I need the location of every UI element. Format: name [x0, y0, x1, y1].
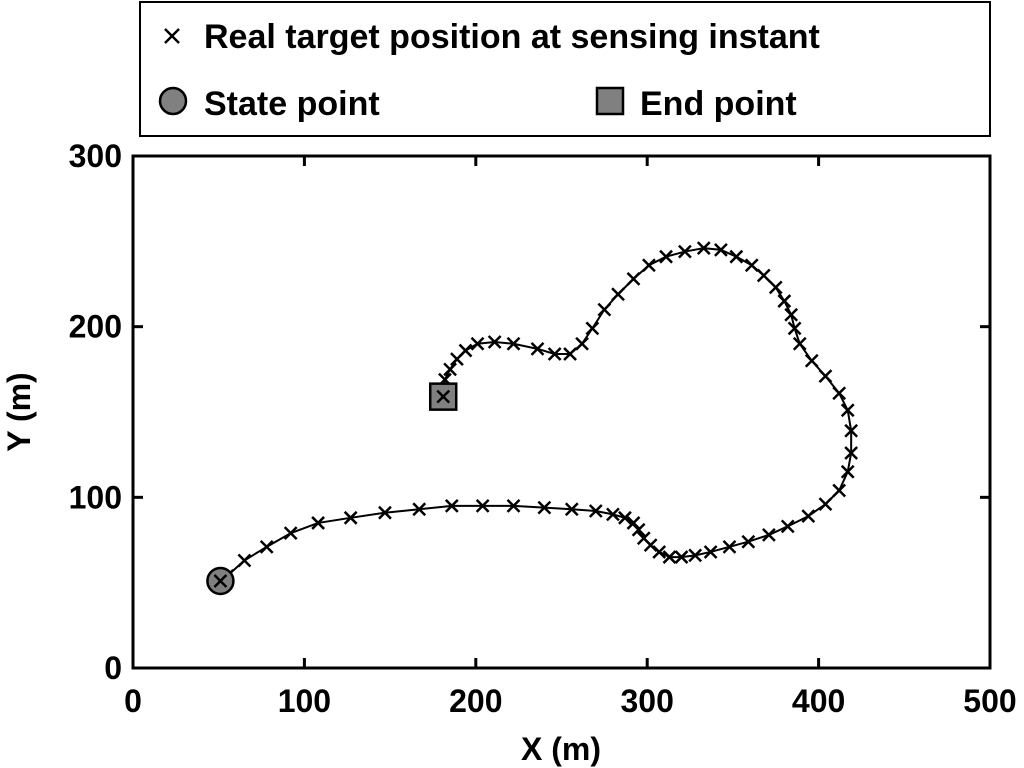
trajectory-point [784, 307, 799, 322]
x-tick-label: 400 [792, 683, 845, 719]
trajectory-point [818, 497, 833, 512]
end-point-cross [436, 389, 451, 404]
trajectory-point [412, 502, 427, 517]
trajectory-point [470, 336, 485, 351]
trajectory-point [564, 502, 579, 517]
trajectory-point [801, 509, 816, 523]
trajectory-point [741, 534, 756, 549]
trajectory-point [722, 539, 737, 554]
trajectory-point [588, 504, 603, 518]
x-tick-label: 0 [124, 683, 142, 719]
trajectory-point [777, 294, 792, 308]
trajectory-point [818, 369, 833, 384]
trajectory-point [585, 321, 600, 336]
trajectory-point [343, 510, 358, 525]
y-axis-label: Y (m) [1, 372, 37, 451]
x-axis-label: X (m) [521, 731, 601, 767]
trajectory-point [832, 386, 847, 401]
x-tick-label: 100 [278, 683, 331, 719]
x-tick-label: 200 [449, 683, 502, 719]
trajectory-point [597, 302, 612, 317]
legend: Real target position at sensing instant … [139, 1, 991, 137]
y-tick-label: 0 [104, 650, 122, 686]
trajectory-point [703, 545, 718, 559]
trajectory-point [443, 362, 457, 377]
trajectory-point [756, 268, 771, 283]
y-tick-label: 200 [69, 309, 122, 345]
trajectory-point [792, 336, 807, 351]
trajectory-point [840, 403, 855, 418]
trajectory-point [537, 500, 552, 515]
trajectory-point [780, 519, 795, 534]
trajectory-point [563, 347, 577, 361]
trajectory-point [642, 258, 656, 273]
trajectory-points [213, 241, 859, 588]
trajectory-point [832, 483, 847, 498]
trajectory-point [659, 249, 673, 264]
trajectory-point [378, 505, 392, 520]
legend-marker-real [164, 28, 180, 44]
legend-label-end: End point [640, 85, 797, 123]
x-tick-label: 500 [963, 683, 1016, 719]
start-point-cross [213, 574, 228, 588]
trajectory-point [530, 341, 545, 356]
trajectory-point [729, 249, 744, 264]
trajectory-point [787, 321, 802, 336]
trajectory-point [674, 550, 689, 564]
trajectory-point [611, 287, 625, 302]
trajectory-line [219, 247, 853, 582]
trajectory-point [844, 423, 859, 438]
trajectory-point [696, 241, 711, 256]
trajectory-point [237, 553, 252, 568]
trajectory-point [618, 510, 632, 525]
x-tick-label: 300 [621, 683, 674, 719]
x-tick-labels: 0 100 200 300 400 500 [124, 683, 1017, 719]
trajectory-point [487, 335, 502, 349]
legend-label-start: State point [204, 85, 380, 123]
trajectory-point [652, 545, 667, 559]
trajectory-point [688, 548, 703, 563]
legend-marker-end [595, 86, 625, 116]
trajectory-point [678, 244, 692, 259]
trajectory-point [311, 516, 325, 530]
y-tick-label: 300 [69, 138, 122, 174]
trajectory-point [547, 347, 562, 361]
y-tick-labels: 0 100 200 300 [69, 138, 122, 686]
trajectory-point [444, 498, 459, 513]
start-end-markers [206, 382, 458, 596]
trajectory-point [506, 336, 521, 351]
legend-marker-start [158, 86, 188, 116]
legend-box [139, 1, 991, 137]
trajectory-point [844, 446, 859, 460]
trajectory-point [804, 353, 819, 368]
trajectory-point [575, 336, 589, 351]
trajectory-point [475, 498, 490, 513]
trajectory-point [768, 280, 783, 295]
trajectory-point [606, 507, 620, 522]
trajectory-point [626, 271, 641, 286]
legend-label-real: Real target position at sensing instant [204, 18, 820, 56]
axis-ticks [131, 154, 992, 670]
trajectory-point [259, 539, 274, 554]
trajectory-point [840, 464, 855, 479]
trajectory-point [714, 242, 728, 257]
trajectory-point [450, 352, 464, 366]
trajectory-point [506, 498, 521, 513]
trajectory-point [744, 258, 759, 273]
trajectory-point [283, 526, 298, 541]
trajectory-point [631, 522, 646, 537]
y-tick-label: 100 [69, 479, 122, 515]
trajectory-point [662, 550, 677, 564]
trajectory-point [762, 527, 776, 542]
plot-frame [131, 154, 992, 670]
